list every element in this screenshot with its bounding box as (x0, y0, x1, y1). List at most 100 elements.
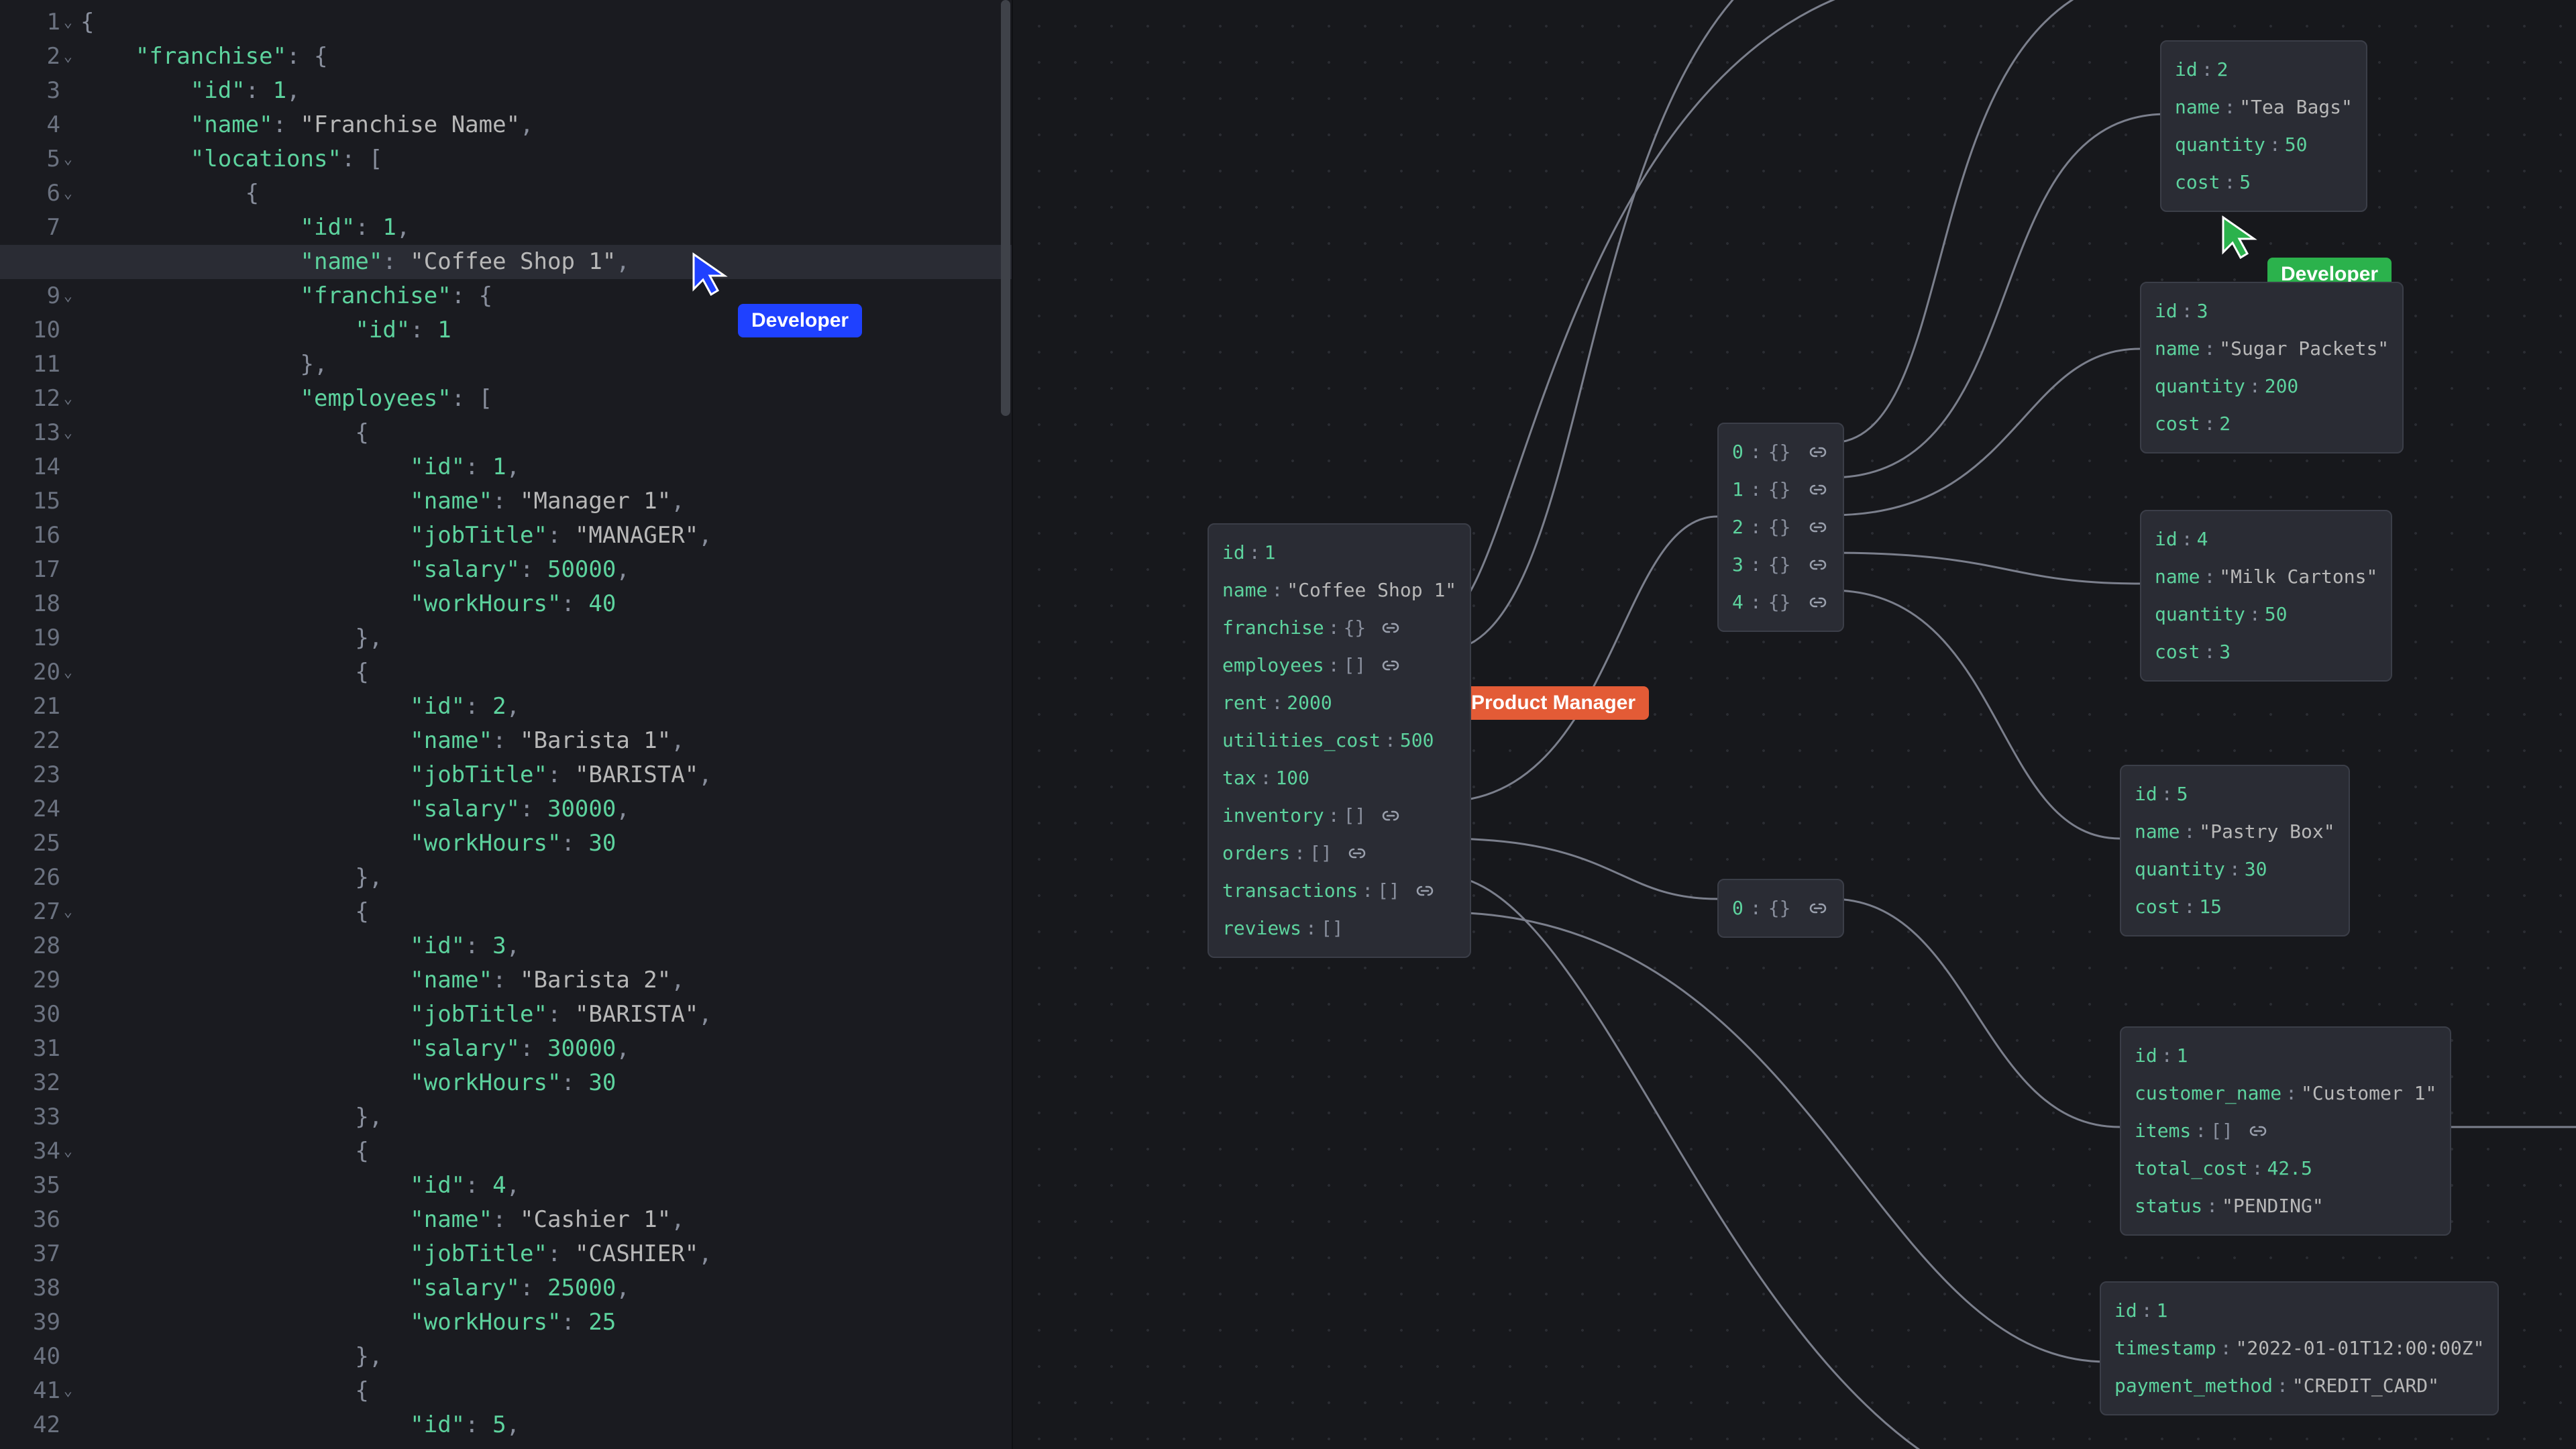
collaborator-cursor-green: Developer (2220, 215, 2258, 260)
graph-node-inv3[interactable]: id:3name:"Sugar Packets"quantity:200cost… (2140, 282, 2404, 453)
expand-link-icon[interactable] (1807, 482, 1829, 498)
code-line[interactable]: { (80, 655, 1012, 690)
code-line[interactable]: "workHours": 40 (80, 587, 1012, 621)
code-line[interactable]: { (80, 895, 1012, 929)
code-line[interactable]: { (80, 5, 1012, 40)
code-line[interactable]: "name": "Barista 1", (80, 724, 1012, 758)
code-line[interactable]: { (80, 1374, 1012, 1408)
node-field: id:1 (2135, 1037, 2436, 1075)
expand-link-icon[interactable] (1807, 519, 1829, 535)
expand-link-icon[interactable] (1379, 808, 1402, 824)
expand-link-icon[interactable] (1379, 657, 1402, 674)
code-editor[interactable]: 1234567891011121314151617181920212223242… (0, 0, 1013, 1449)
code-line[interactable]: "salary": 25000, (80, 1271, 1012, 1305)
scrollbar-thumb[interactable] (1001, 0, 1010, 416)
graph-node-inv4[interactable]: id:4name:"Milk Cartons"quantity:50cost:3 (2140, 510, 2392, 682)
node-field: inventory:[] (1222, 797, 1456, 835)
node-field: id:1 (2114, 1292, 2484, 1330)
line-number: 14 (0, 450, 74, 484)
node-field: tax:100 (1222, 759, 1456, 797)
line-number: 11 (0, 347, 74, 382)
code-line[interactable]: { (80, 1134, 1012, 1169)
node-field: cost:15 (2135, 888, 2335, 926)
code-line[interactable]: "id": 5, (80, 1408, 1012, 1442)
graph-node-idx1[interactable]: 0:{} (1717, 879, 1844, 938)
node-field: id:5 (2135, 775, 2335, 813)
code-line[interactable]: { (80, 416, 1012, 450)
line-number: 30 (0, 998, 74, 1032)
graph-node-idx5[interactable]: 0:{}1:{}2:{}3:{}4:{} (1717, 423, 1844, 632)
code-line[interactable]: "id": 4, (80, 1169, 1012, 1203)
line-number: 1 (0, 5, 74, 40)
code-line[interactable]: "id": 3, (80, 929, 1012, 963)
collaborator-label: Product Manager (1458, 686, 1649, 720)
code-line[interactable]: "name": "Manager 1", (80, 484, 1012, 519)
line-number: 26 (0, 861, 74, 895)
code-line[interactable]: }, (80, 347, 1012, 382)
code-line[interactable]: "id": 1 (80, 313, 1012, 347)
code-line[interactable]: }, (80, 621, 1012, 655)
line-number: 25 (0, 826, 74, 861)
code-line[interactable]: "salary": 30000, (80, 1032, 1012, 1066)
expand-link-icon[interactable] (1807, 594, 1829, 610)
code-line[interactable]: "franchise": { (80, 279, 1012, 313)
code-line[interactable]: "jobTitle": "BARISTA", (80, 998, 1012, 1032)
code-line[interactable]: }, (80, 861, 1012, 895)
code-line[interactable]: "name": "Coffee Shop 1", (0, 245, 1012, 279)
expand-link-icon[interactable] (1346, 845, 1368, 861)
graph-node-location[interactable]: id:1name:"Coffee Shop 1"franchise:{}empl… (1208, 523, 1471, 958)
node-field: cost:3 (2155, 633, 2377, 671)
code-line[interactable]: "id": 1, (80, 74, 1012, 108)
code-line[interactable]: "id": 1, (80, 450, 1012, 484)
node-field: orders:[] (1222, 835, 1456, 872)
code-line[interactable]: }, (80, 1340, 1012, 1374)
code-line[interactable]: "locations": [ (80, 142, 1012, 176)
code-content[interactable]: { "franchise": { "id": 1, "name": "Franc… (74, 0, 1012, 1449)
code-line[interactable]: "workHours": 30 (80, 1066, 1012, 1100)
code-line[interactable]: }, (80, 1100, 1012, 1134)
editor-scrollbar[interactable] (1001, 0, 1010, 1449)
line-number: 12 (0, 382, 74, 416)
line-number: 5 (0, 142, 74, 176)
line-number: 23 (0, 758, 74, 792)
node-field: id:4 (2155, 521, 2377, 558)
code-line[interactable]: "salary": 30000, (80, 792, 1012, 826)
expand-link-icon[interactable] (1807, 900, 1829, 916)
node-field: customer_name:"Customer 1" (2135, 1075, 2436, 1112)
line-number: 18 (0, 587, 74, 621)
line-number: 3 (0, 74, 74, 108)
node-field: quantity:30 (2135, 851, 2335, 888)
code-line[interactable]: "jobTitle": "BARISTA", (80, 758, 1012, 792)
graph-node-txn1[interactable]: id:1timestamp:"2022-01-01T12:00:00Z"paym… (2100, 1281, 2499, 1415)
code-line[interactable]: "franchise": { (80, 40, 1012, 74)
code-line[interactable]: "name": "Cashier 1", (80, 1203, 1012, 1237)
code-line[interactable]: "workHours": 30 (80, 826, 1012, 861)
expand-link-icon[interactable] (1807, 557, 1829, 573)
code-line[interactable]: "salary": 50000, (80, 553, 1012, 587)
node-field: payment_method:"CREDIT_CARD" (2114, 1367, 2484, 1405)
expand-link-icon[interactable] (1413, 883, 1436, 899)
code-line[interactable]: "workHours": 25 (80, 1305, 1012, 1340)
line-number: 6 (0, 176, 74, 211)
code-line[interactable]: "name": "Barista 2", (80, 963, 1012, 998)
graph-node-order1[interactable]: id:1customer_name:"Customer 1"items:[]to… (2120, 1026, 2451, 1236)
code-line[interactable]: { (80, 176, 1012, 211)
code-line[interactable]: "name": "Franchise Name", (80, 108, 1012, 142)
node-field: cost:2 (2155, 405, 2389, 443)
code-line[interactable]: "jobTitle": "CASHIER", (80, 1237, 1012, 1271)
line-number: 13 (0, 416, 74, 450)
line-number: 21 (0, 690, 74, 724)
code-line[interactable]: "id": 1, (80, 211, 1012, 245)
graph-canvas[interactable]: Product Manager Developer id:1name:"Coff… (1013, 0, 2576, 1449)
line-number: 38 (0, 1271, 74, 1305)
line-number: 32 (0, 1066, 74, 1100)
expand-link-icon[interactable] (1807, 444, 1829, 460)
code-line[interactable]: "employees": [ (80, 382, 1012, 416)
code-line[interactable]: "id": 2, (80, 690, 1012, 724)
node-field: quantity:50 (2175, 126, 2353, 164)
code-line[interactable]: "jobTitle": "MANAGER", (80, 519, 1012, 553)
expand-link-icon[interactable] (1379, 620, 1402, 636)
graph-node-inv5[interactable]: id:5name:"Pastry Box"quantity:30cost:15 (2120, 765, 2350, 936)
graph-node-inv2[interactable]: id:2name:"Tea Bags"quantity:50cost:5 (2160, 40, 2367, 212)
expand-link-icon[interactable] (2247, 1123, 2269, 1139)
